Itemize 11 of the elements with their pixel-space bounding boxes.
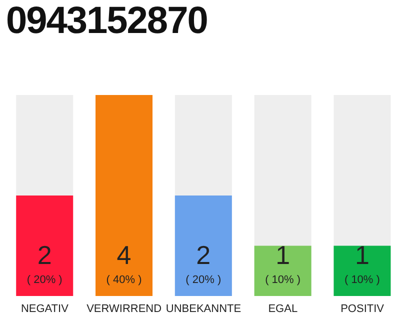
- x-tick-label: POSITIV: [340, 302, 385, 315]
- data-label: 2 ( 20% ): [186, 240, 222, 286]
- chart-title: 0943152870: [6, 0, 208, 43]
- data-label: 1 ( 10% ): [344, 240, 380, 286]
- data-label: 2 ( 20% ): [26, 240, 62, 286]
- data-label: 4 ( 40% ): [106, 240, 142, 286]
- data-label: 1 ( 10% ): [265, 240, 301, 286]
- x-tick-label: NEGATIV: [20, 302, 70, 315]
- x-tick-label: EGAL: [268, 302, 298, 315]
- x-tick-label: UNBEKANNTE: [166, 302, 242, 315]
- x-tick-label: VERWIRREND: [86, 302, 162, 315]
